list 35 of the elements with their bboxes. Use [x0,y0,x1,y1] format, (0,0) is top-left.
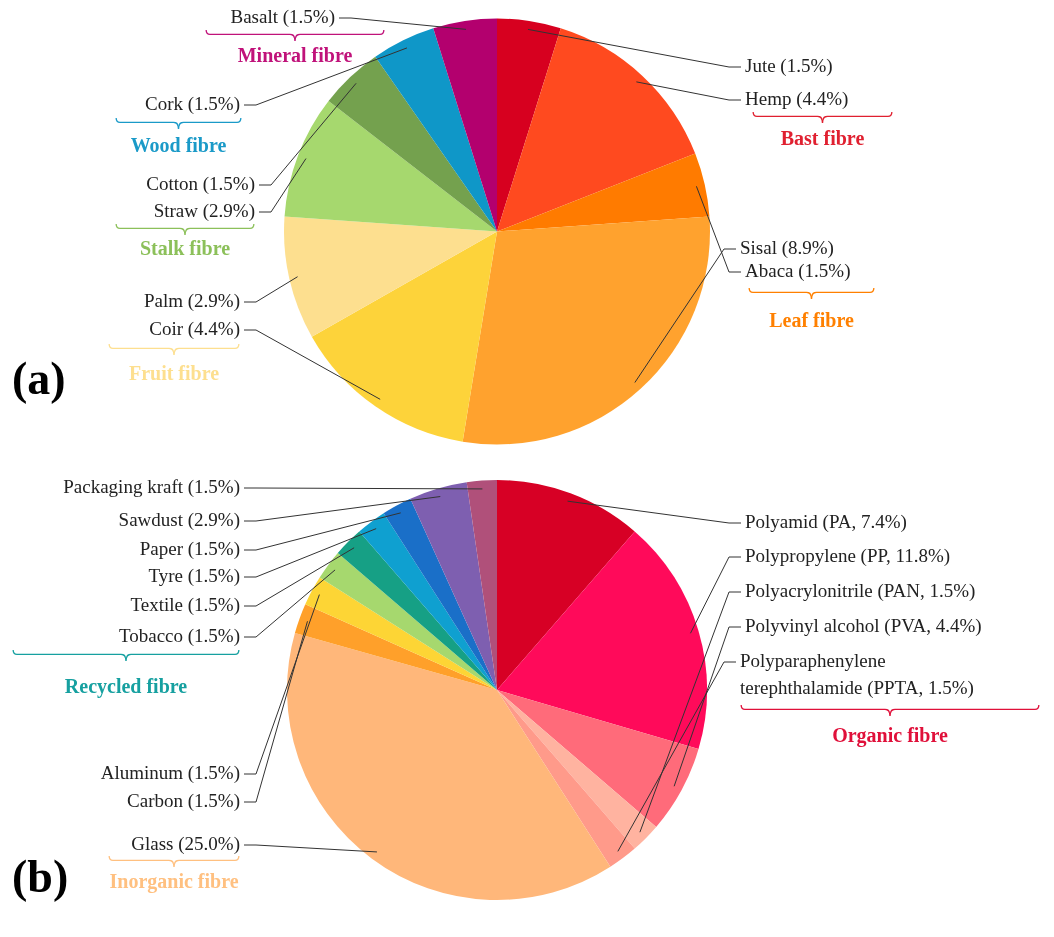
text: Leaf fibre [769,309,854,332]
slice-label: Polyacrylonitrile (PAN, 1.5%) [745,579,976,602]
slice-label: Jute (1.5%) [745,54,833,77]
slice-label: Straw (2.9%) [153,199,255,222]
slice-label: Polypropylene (PP, 11.8%) [745,544,951,567]
slice-label: Cotton (1.5%) [146,172,255,195]
text: (b) [12,850,69,902]
slice-label: Coir (4.4%) [149,317,240,340]
text: Recycled fibre [64,675,188,699]
text: Stalk fibre [139,237,231,260]
slice-label: Palm (2.9%) [143,289,240,312]
text: Mineral fibre [237,44,353,67]
slice-label: Abaca (1.5%) [745,259,851,282]
slice-label: Textile (1.5%) [130,593,240,616]
slice-label: Sawdust (2.9%) [118,508,240,531]
slice-label: Basalt (1.5%) [230,5,335,28]
text: (a) [12,352,66,404]
slice-label: Tobacco (1.5%) [118,624,240,647]
slice-label: Paper (1.5%) [139,537,240,560]
text: Wood fibre [130,134,227,157]
slice-label: Glass (25.0%) [131,832,240,855]
slice-label: Tyre (1.5%) [148,564,240,587]
slice-label: Polyamid (PA, 7.4%) [745,510,907,533]
slice-label: Hemp (4.4%) [745,87,849,110]
slice-label: Sisal (8.9%) [740,236,834,259]
text: Organic fibre [832,724,948,748]
text: Bast fibre [780,127,865,150]
slice-label: Polyvinyl alcohol (PVA, 4.4%) [745,614,982,637]
text: Fruit fibre [128,362,220,385]
text: Inorganic fibre [109,870,239,894]
slice-label: Carbon (1.5%) [127,789,240,812]
slice-label: Packaging kraft (1.5%) [63,475,240,498]
slice-label: Cork (1.5%) [145,92,240,115]
slice-label: Polyparaphenylene terephthalamide (PPTA, 1.5%) [740,649,974,699]
slice-label: Aluminum (1.5%) [100,761,240,784]
